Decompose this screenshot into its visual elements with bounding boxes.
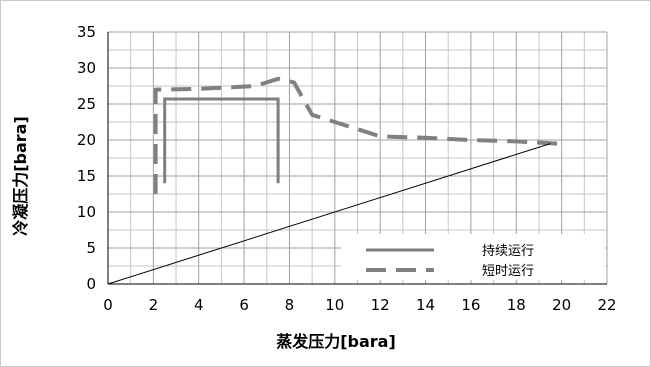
legend-label: 持续运行	[482, 244, 534, 259]
series-line-diagonal	[107, 143, 551, 285]
x-tick-label: 12	[371, 296, 390, 314]
x-tick-label: 10	[325, 296, 344, 314]
y-tick-label: 35	[77, 23, 96, 41]
x-tick-label: 14	[416, 296, 435, 314]
x-tick-label: 0	[103, 296, 113, 314]
legend-label: 短时运行	[482, 264, 534, 279]
y-tick-labels: 0 5 10 15 20 25 30 35	[77, 23, 96, 293]
y-tick-label: 0	[86, 275, 96, 293]
series-line-short-term	[153, 76, 558, 194]
x-axis-title: 蒸发压力[bara]	[276, 332, 396, 351]
series-layer	[107, 76, 558, 285]
x-tick-label: 20	[552, 296, 571, 314]
y-tick-label: 25	[77, 95, 96, 113]
x-tick-labels: 0 2 4 6 8 10 12 14 16 18 20 22	[103, 296, 616, 314]
x-tick-label: 22	[597, 296, 616, 314]
y-axis-title: 冷凝压力[bara]	[11, 116, 30, 236]
y-tick-label: 15	[77, 167, 96, 185]
y-tick-label: 10	[77, 203, 96, 221]
grid-major	[107, 31, 608, 285]
x-tick-label: 4	[194, 296, 204, 314]
series-line-continuous	[163, 97, 280, 184]
grid-minor	[108, 32, 607, 284]
y-tick-label: 5	[86, 239, 96, 257]
x-tick-label: 16	[461, 296, 480, 314]
y-tick-label: 30	[77, 59, 96, 77]
x-tick-label: 2	[149, 296, 159, 314]
x-tick-label: 18	[507, 296, 526, 314]
x-tick-label: 8	[285, 296, 295, 314]
x-tick-label: 6	[239, 296, 249, 314]
legend-box	[341, 234, 605, 280]
y-tick-label: 20	[77, 131, 96, 149]
